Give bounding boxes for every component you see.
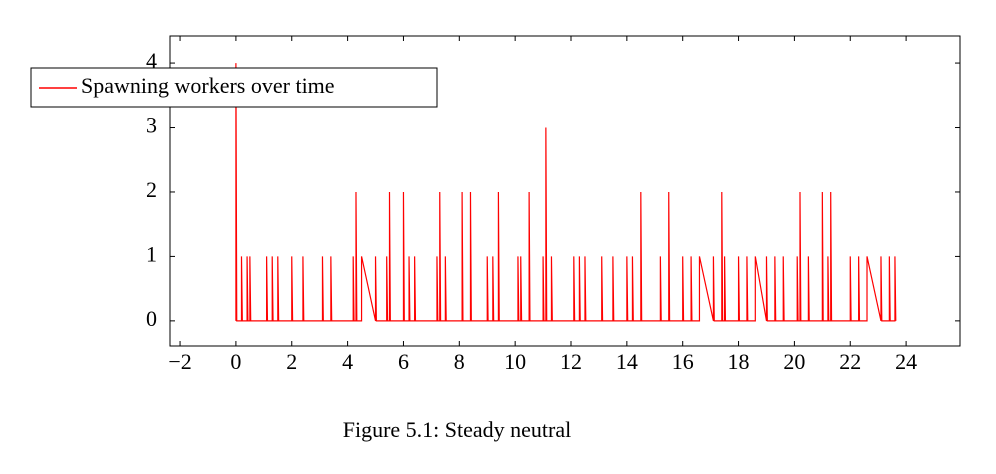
x-tick-label: 18 [728,349,750,374]
x-tick-label: 4 [342,349,353,374]
x-tick-label: 14 [616,349,638,374]
legend-label: Spawning workers over time [81,73,335,98]
plot-frame [169,35,961,347]
y-tick-label: 1 [146,241,157,266]
x-tick-label: 12 [560,349,582,374]
caption: Figure 5.1: Steady neutral [343,417,572,442]
y-tick-label: 3 [146,113,157,138]
x-tick-label: 22 [839,349,861,374]
x-tick-label: 0 [230,349,241,374]
y-tick-label: 4 [146,48,157,73]
x-tick-label: 8 [454,349,465,374]
x-tick-label: −2 [168,349,191,374]
x-tick-label: 20 [783,349,805,374]
y-tick-label: 0 [146,306,157,331]
x-tick-label: 24 [895,349,917,374]
x-tick-label: 2 [286,349,297,374]
data-line [235,63,897,322]
x-tick-label: 16 [672,349,694,374]
x-tick-label: 10 [504,349,526,374]
y-tick-label: 2 [146,177,157,202]
x-tick-label: 6 [398,349,409,374]
legend-box [30,67,438,108]
